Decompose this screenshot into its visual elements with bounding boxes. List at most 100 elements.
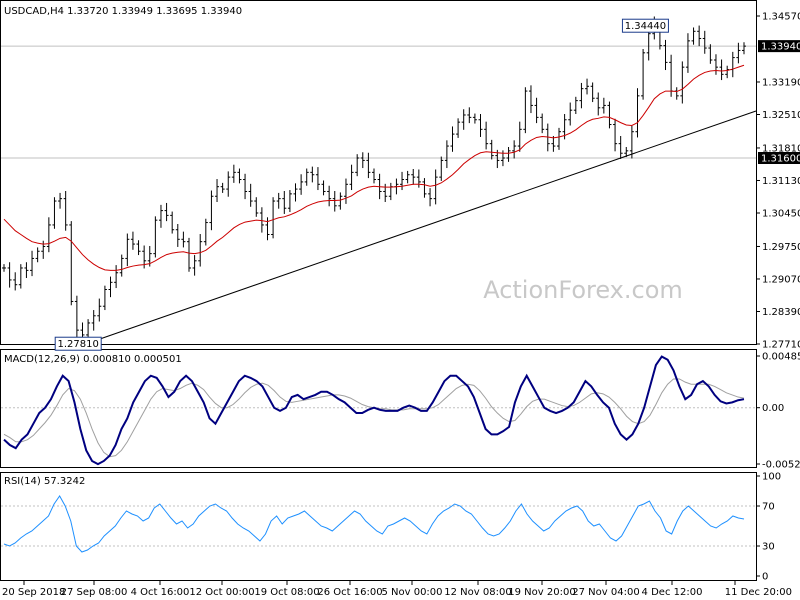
price-bar bbox=[624, 147, 629, 158]
rsi-layer bbox=[1, 495, 756, 553]
price-bar bbox=[557, 127, 561, 150]
price-bar bbox=[725, 65, 730, 79]
price-bar bbox=[641, 48, 646, 100]
price-bar bbox=[708, 44, 713, 64]
price-layer: 1.34440 1.27810 bbox=[1, 16, 757, 351]
price-bar bbox=[315, 167, 320, 191]
price-panel-frame bbox=[0, 0, 757, 345]
price-bar bbox=[2, 264, 6, 272]
y-tick-label: 1.29750 bbox=[762, 242, 800, 253]
price-bar bbox=[181, 231, 186, 248]
current-price-label: 1.33940 bbox=[758, 40, 800, 53]
price-bar bbox=[585, 78, 590, 95]
price-bar bbox=[742, 42, 746, 55]
price-bar bbox=[360, 152, 365, 169]
y-tick-label: 0 bbox=[762, 572, 768, 583]
price-bar bbox=[35, 247, 40, 263]
price-bar bbox=[663, 39, 668, 71]
price-bar bbox=[400, 171, 405, 191]
price-bar bbox=[685, 33, 690, 73]
price-bar bbox=[411, 169, 416, 185]
price-bar bbox=[102, 285, 107, 311]
x-tick-label: 20 Sep 2018 bbox=[2, 587, 65, 598]
price-bar bbox=[74, 295, 79, 338]
price-bar bbox=[198, 234, 203, 267]
price-bar bbox=[629, 125, 634, 159]
price-bar bbox=[97, 298, 102, 322]
price-bar bbox=[215, 179, 220, 202]
price-bar bbox=[428, 188, 433, 207]
price-bar bbox=[405, 170, 410, 184]
price-bar bbox=[568, 102, 573, 126]
current-price-label-text: 1.33940 bbox=[761, 42, 800, 53]
rsi-panel-frame bbox=[0, 472, 757, 581]
price-bar bbox=[613, 118, 618, 152]
x-tick-label: 4 Oct 16:00 bbox=[131, 587, 190, 598]
y-tick-label: 1.31810 bbox=[762, 143, 800, 154]
price-bar bbox=[220, 182, 225, 193]
y-tick-label: 0.004853 bbox=[762, 352, 800, 363]
price-bar bbox=[18, 264, 23, 289]
price-bar bbox=[164, 202, 169, 222]
price-bar bbox=[596, 92, 601, 116]
price-bar bbox=[551, 136, 556, 152]
price-bar bbox=[243, 173, 248, 200]
price-bar bbox=[158, 204, 163, 228]
price-bar bbox=[590, 82, 595, 103]
price-bar bbox=[444, 140, 449, 169]
trendline bbox=[99, 110, 757, 340]
y-tick-label: 1.34570 bbox=[762, 12, 800, 23]
price-bar bbox=[467, 107, 472, 124]
price-bar bbox=[119, 254, 124, 277]
price-bar bbox=[512, 140, 517, 159]
price-bar bbox=[203, 218, 208, 246]
y-tick-label: 1.27710 bbox=[762, 340, 800, 351]
price-bar bbox=[170, 211, 175, 234]
x-tick-label: 12 Nov 08:00 bbox=[444, 587, 511, 598]
x-tick-label: 27 Nov 04:00 bbox=[572, 587, 639, 598]
price-bar bbox=[304, 168, 309, 186]
price-bar bbox=[282, 190, 287, 214]
price-bar bbox=[46, 217, 51, 253]
y-tick-label: 1.33190 bbox=[762, 77, 800, 88]
price-bar bbox=[439, 156, 444, 181]
price-bar bbox=[540, 113, 545, 134]
x-tick-label: 5 Nov 00:00 bbox=[381, 587, 442, 598]
price-bar bbox=[136, 240, 141, 256]
price-bar bbox=[248, 183, 253, 207]
ma-line bbox=[3, 64, 745, 271]
price-bar bbox=[310, 166, 315, 183]
price-bar bbox=[52, 197, 57, 229]
price-bar bbox=[175, 223, 180, 247]
price-bar bbox=[517, 121, 522, 152]
price-bar bbox=[534, 97, 539, 124]
price-bar bbox=[573, 96, 578, 115]
x-tick-label: 4 Dec 12:00 bbox=[642, 587, 703, 598]
macd-panel-title: MACD(12,26,9) 0.000810 0.000501 bbox=[4, 354, 182, 365]
price-bar bbox=[719, 59, 724, 81]
macd-layer bbox=[1, 355, 756, 466]
price-bar bbox=[355, 154, 360, 177]
price-bar bbox=[635, 88, 640, 138]
price-bar bbox=[607, 101, 612, 129]
price-bar bbox=[226, 171, 231, 197]
price-bar bbox=[478, 114, 483, 137]
y-tick-label: 1.30450 bbox=[762, 208, 800, 219]
price-bar bbox=[506, 147, 511, 162]
price-bar bbox=[472, 113, 477, 124]
price-bar bbox=[237, 168, 242, 184]
price-bar bbox=[30, 250, 35, 277]
price-bar bbox=[433, 169, 438, 205]
price-bar bbox=[69, 221, 74, 306]
rsi-line bbox=[3, 495, 745, 553]
price-bar bbox=[209, 190, 214, 231]
price-bar bbox=[86, 319, 91, 339]
price-bar bbox=[523, 87, 528, 134]
y-tick-label: 1.31130 bbox=[762, 176, 800, 187]
annotation-text: 1.34440 bbox=[625, 21, 666, 32]
price-bar bbox=[736, 42, 741, 64]
y-tick-label: 1.29070 bbox=[762, 274, 800, 285]
price-bar bbox=[680, 61, 685, 104]
price-bar bbox=[58, 192, 63, 209]
high-annotation: 1.34440 bbox=[621, 18, 669, 33]
